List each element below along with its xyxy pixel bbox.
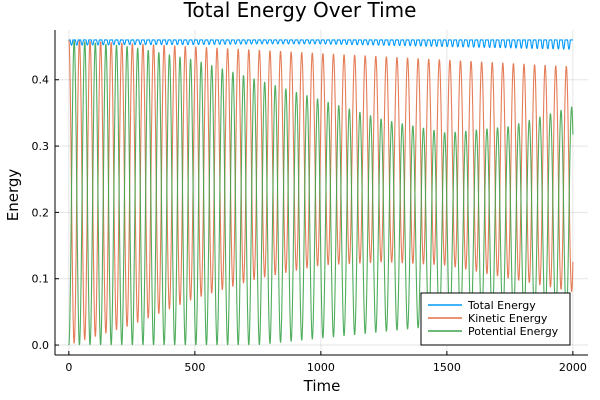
series-potential-energy [68, 40, 574, 346]
x-tick-label: 0 [65, 361, 72, 374]
y-tick-label: 0.1 [32, 273, 50, 286]
x-tick-label: 500 [184, 361, 205, 374]
legend: Total Energy Kinetic Energy Potential En… [420, 292, 571, 346]
plot-area [68, 39, 574, 346]
y-tick-label: 0.0 [32, 339, 50, 352]
legend-label-total: Total Energy [467, 299, 536, 312]
y-axis-label: Energy [4, 169, 22, 222]
legend-label-kinetic: Kinetic Energy [468, 312, 548, 325]
legend-label-potential: Potential Energy [468, 325, 559, 338]
y-tick-label: 0.3 [32, 140, 50, 153]
legend-box [420, 292, 571, 346]
x-tick-label: 2000 [559, 361, 587, 374]
x-axis-label: Time [303, 377, 341, 395]
x-tick-label: 1500 [433, 361, 461, 374]
series-total-energy [68, 39, 573, 50]
chart-title: Total Energy Over Time [183, 0, 417, 22]
ticks: 0 500 1000 1500 2000 0.0 0.1 0.2 0.3 0.4 [32, 74, 587, 374]
y-tick-label: 0.2 [32, 206, 50, 219]
x-tick-label: 1000 [307, 361, 335, 374]
y-tick-label: 0.4 [32, 74, 50, 87]
